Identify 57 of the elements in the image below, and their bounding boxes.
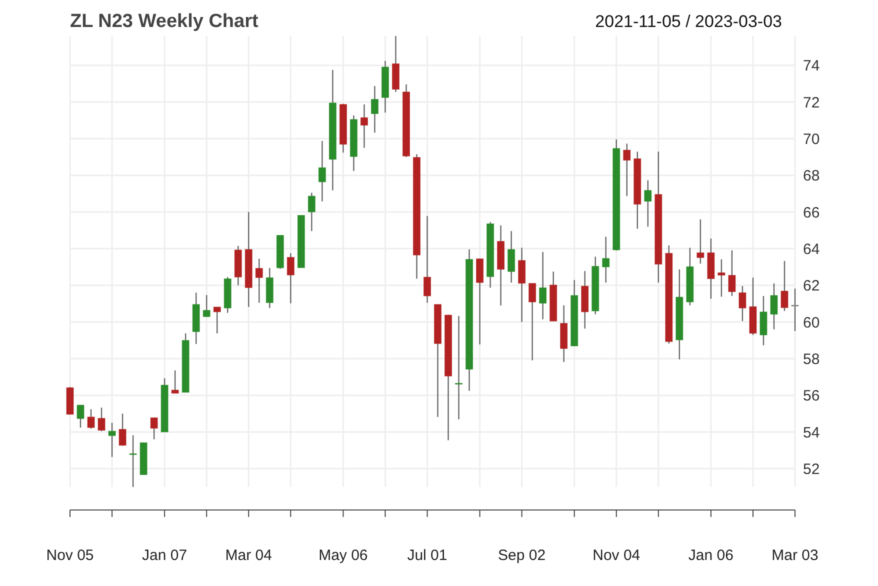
candlestick [728, 250, 736, 297]
candlestick [118, 413, 126, 446]
candlestick [760, 295, 768, 346]
y-tick-label: 72 [803, 94, 820, 112]
candlestick [423, 215, 431, 304]
candlestick [528, 282, 536, 361]
candlestick [791, 288, 799, 332]
candlestick [508, 230, 516, 284]
candlestick [286, 252, 294, 304]
x-tick-label: Nov 05 [46, 547, 94, 564]
x-tick-label: Sep 02 [498, 547, 546, 564]
y-tick-label: 64 [803, 240, 820, 258]
candlestick [129, 434, 137, 488]
candlestick [370, 85, 378, 134]
candlestick [718, 258, 726, 298]
x-tick-label: Jul 01 [407, 547, 448, 564]
candlestick [150, 417, 158, 440]
candlestick [308, 192, 316, 232]
candlestick [171, 370, 179, 394]
candlestick [202, 294, 210, 318]
y-tick-label: 74 [803, 58, 820, 75]
candlestick [780, 260, 788, 312]
candlestick [623, 143, 631, 197]
candlestick [255, 258, 263, 304]
candlestick [87, 408, 95, 430]
candlestick [738, 285, 746, 322]
y-tick-label: 52 [803, 460, 820, 478]
x-tick-label: Mar 03 [772, 547, 818, 564]
candlestick [213, 306, 221, 334]
y-tick-label: 70 [803, 130, 820, 148]
y-tick-label: 60 [803, 314, 820, 332]
candlestick [539, 251, 547, 320]
candlestick [318, 140, 326, 202]
x-tick-label: Mar 04 [225, 547, 272, 564]
candlestick [518, 247, 526, 323]
y-tick-label: 62 [803, 278, 820, 295]
candlestick [455, 315, 463, 420]
candlestick [602, 236, 610, 284]
y-tick-label: 54 [803, 424, 820, 442]
y-tick-label: 68 [803, 168, 820, 185]
candlestick [696, 218, 704, 264]
x-tick-label: May 06 [318, 547, 368, 564]
y-tick-label: 66 [803, 204, 820, 222]
candlestick [76, 404, 84, 428]
candlestick [644, 180, 652, 228]
x-tick-label: Jan 07 [142, 547, 188, 564]
x-tick-label: Jan 06 [688, 547, 734, 564]
chart-subtitle: 2021-11-05 / 2023-03-03 [595, 12, 782, 31]
candlestick [108, 422, 116, 458]
candlestick [98, 407, 106, 432]
y-tick-label: 58 [803, 350, 820, 368]
x-tick-label: Nov 04 [592, 547, 640, 564]
candlestick [360, 104, 368, 148]
candlestick [770, 282, 778, 330]
candlestick [476, 258, 484, 345]
y-tick-label: 56 [803, 388, 820, 405]
chart-title: ZL N23 Weekly Chart [70, 11, 259, 32]
